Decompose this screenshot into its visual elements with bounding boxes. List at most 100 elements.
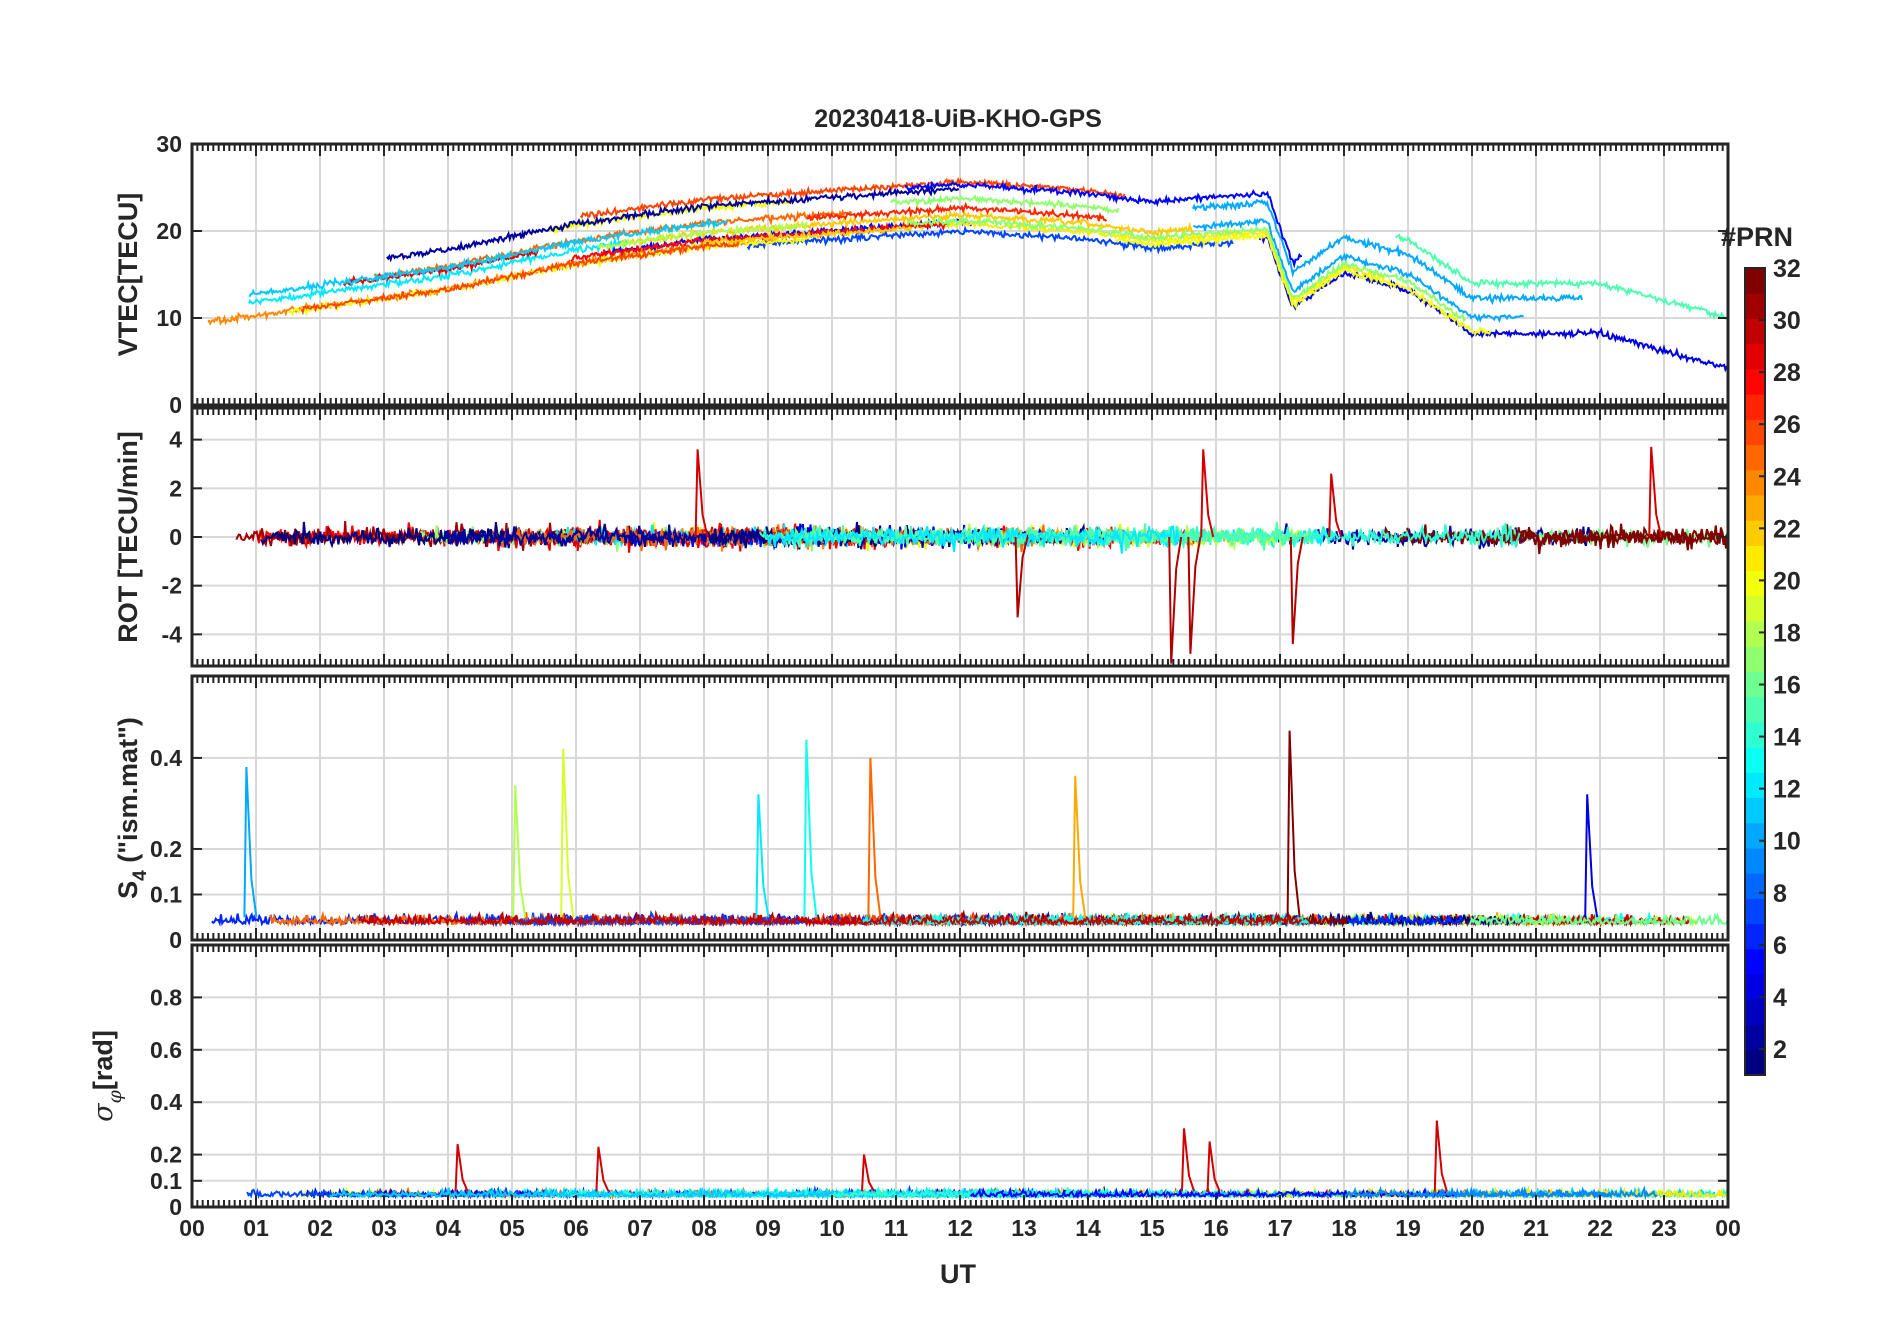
spike: [512, 785, 527, 918]
spike: [803, 739, 818, 918]
x-tick-label: 00: [1715, 1215, 1741, 1241]
y-tick-label: 0.4: [150, 1089, 182, 1115]
x-tick-label: 15: [1139, 1215, 1165, 1241]
prn-trace: [806, 201, 1108, 222]
spike: [1328, 473, 1343, 538]
spike: [560, 748, 575, 918]
x-tick-label: 22: [1587, 1215, 1613, 1241]
colorbar-segment: [1745, 268, 1765, 294]
prn-trace: [1192, 217, 1524, 324]
x-tick-label: 20: [1459, 1215, 1485, 1241]
colorbar-segment: [1745, 520, 1765, 546]
prn-trace: [300, 241, 740, 316]
colorbar-tick-label: 20: [1773, 567, 1801, 595]
colorbar-segment: [1745, 343, 1765, 370]
panel-s4: 0 0.1 0.2 0.4S4 ("ism.mat"): [113, 674, 1730, 953]
traces: [235, 446, 1728, 664]
traces: [207, 176, 1728, 373]
x-ticks: [191, 676, 1729, 940]
y-axis-label: VTEC[TECU]: [113, 193, 143, 357]
x-tick-label: 10: [819, 1215, 845, 1241]
y-tick-label: 0.1: [150, 1168, 182, 1194]
colorbar-segment: [1745, 444, 1765, 471]
colorbar-label: #PRN: [1721, 222, 1793, 252]
colorbar-segment: [1745, 948, 1765, 975]
y-tick-label: 0.4: [150, 745, 182, 771]
x-tick-label: 02: [307, 1215, 333, 1241]
y-tick-label: 0.8: [150, 984, 182, 1010]
colorbar-tick-label: 10: [1773, 828, 1801, 856]
colorbar-segment: [1745, 696, 1765, 723]
y-tick-label: 0: [169, 1194, 182, 1220]
spike: [1187, 536, 1202, 654]
x-tick-label: 23: [1651, 1215, 1677, 1241]
x-tick-label: 09: [755, 1215, 781, 1241]
x-tick-label: 05: [499, 1215, 525, 1241]
colorbar-segment: [1745, 293, 1765, 319]
colorbar-segment: [1745, 646, 1765, 672]
prn-trace: [905, 180, 1303, 269]
y-tick-label: 30: [156, 131, 182, 157]
spike: [595, 1146, 610, 1192]
prn-trace: [746, 225, 1234, 255]
spike: [1168, 536, 1183, 664]
colorbar-tick-label: 2: [1773, 1036, 1787, 1064]
colorbar-segment: [1745, 873, 1765, 899]
colorbar-segment: [1745, 394, 1765, 420]
colorbar-tick-label: 6: [1773, 932, 1787, 960]
colorbar-tick-label: 4: [1773, 984, 1787, 1012]
colorbar-segment: [1745, 671, 1765, 698]
grid: [191, 676, 1729, 941]
prn-trace: [1344, 1185, 1658, 1201]
prn-trace: [386, 185, 960, 263]
colorbar-segment: [1745, 595, 1765, 622]
prn-trace: [1395, 233, 1728, 321]
x-tick-label: 00: [179, 1215, 205, 1241]
y-tick-label: 20: [156, 218, 182, 244]
y-tick-label: 0.1: [150, 881, 182, 907]
colorbar-tick-label: 22: [1773, 515, 1801, 543]
y-axis-label: ROT [TECU/min]: [113, 431, 143, 642]
spike: [861, 1154, 875, 1192]
spike: [454, 1143, 469, 1192]
colorbar-segment: [1745, 772, 1765, 799]
x-tick-label: 16: [1203, 1215, 1229, 1241]
x-tick-label: 18: [1331, 1215, 1357, 1241]
prn-trace: [763, 523, 1181, 554]
colorbar-tick-label: 32: [1773, 255, 1801, 283]
x-tick-label: 14: [1075, 1215, 1101, 1241]
x-tick-label: 12: [947, 1215, 973, 1241]
spike: [1181, 1128, 1195, 1192]
y-tick-label: 10: [156, 305, 182, 331]
spike: [1286, 730, 1301, 918]
prn-trace: [906, 216, 1467, 323]
x-ticks: [191, 945, 1729, 1207]
colorbar-tick-label: 30: [1773, 307, 1801, 335]
panel-sigma: 00.10.2 0.4 0.6 0.8 σφ[rad]: [88, 943, 1730, 1220]
y-tick-label: 4: [169, 427, 182, 453]
x-tick-label: 01: [243, 1215, 269, 1241]
colorbar-segment: [1745, 1024, 1765, 1051]
spike: [1648, 446, 1663, 538]
colorbar-segment: [1745, 570, 1765, 597]
x-ticks: [191, 144, 1729, 405]
spike: [1072, 776, 1087, 918]
colorbar-segment: [1745, 848, 1765, 874]
grid: [191, 945, 1729, 1208]
traces: [246, 1120, 1728, 1201]
spike: [867, 757, 882, 918]
traces: [211, 730, 1728, 928]
colorbar-segment: [1745, 999, 1765, 1026]
y-tick-label: 0: [169, 392, 182, 418]
colorbar-segment: [1745, 974, 1765, 1000]
panel-vtec: 0 10 20 30 VTEC[TECU]: [113, 131, 1730, 418]
x-tick-label: 06: [563, 1215, 589, 1241]
spike: [755, 794, 770, 918]
x-axis: 00 01 02 03 04 05 06 07 08 09 10 11 12 13 14 15 16 17 18 19…: [179, 1215, 1741, 1241]
colorbar-tick-label: 18: [1773, 619, 1801, 647]
prn-trace: [1258, 234, 1728, 373]
colorbar-segment: [1745, 1049, 1765, 1076]
spike: [243, 766, 258, 918]
spike: [694, 449, 709, 538]
